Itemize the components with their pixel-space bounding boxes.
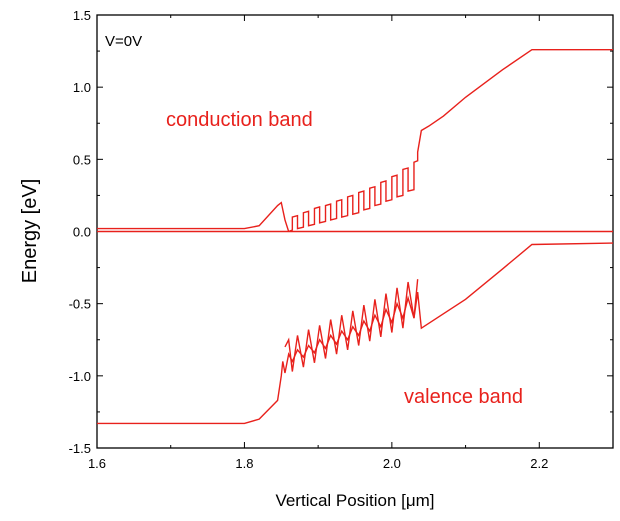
x-axis-title: Vertical Position [μm]	[275, 491, 434, 510]
x-tick-label: 1.8	[235, 456, 253, 471]
x-tick-label: 1.6	[88, 456, 106, 471]
band-series-line	[288, 48, 613, 233]
y-axis-title: Energy [eV]	[19, 179, 41, 284]
valence-band-label: valence band	[404, 386, 523, 408]
x-tick-label: 2.2	[530, 456, 548, 471]
y-tick-label: -1.5	[69, 441, 91, 456]
band-series-line	[97, 242, 613, 425]
band-series-line	[284, 279, 419, 372]
conduction-band-label: conduction band	[166, 109, 313, 131]
voltage-annotation: V=0V	[105, 33, 142, 50]
y-tick-label: 0.5	[73, 152, 91, 167]
band-series-line	[97, 201, 290, 232]
x-tick-label: 2.0	[383, 456, 401, 471]
y-tick-label: 1.0	[73, 80, 91, 95]
y-tick-label: 1.5	[73, 8, 91, 23]
y-tick-label: -0.5	[69, 297, 91, 312]
y-tick-label: 0.0	[73, 225, 91, 240]
y-tick-label: -1.0	[69, 369, 91, 384]
